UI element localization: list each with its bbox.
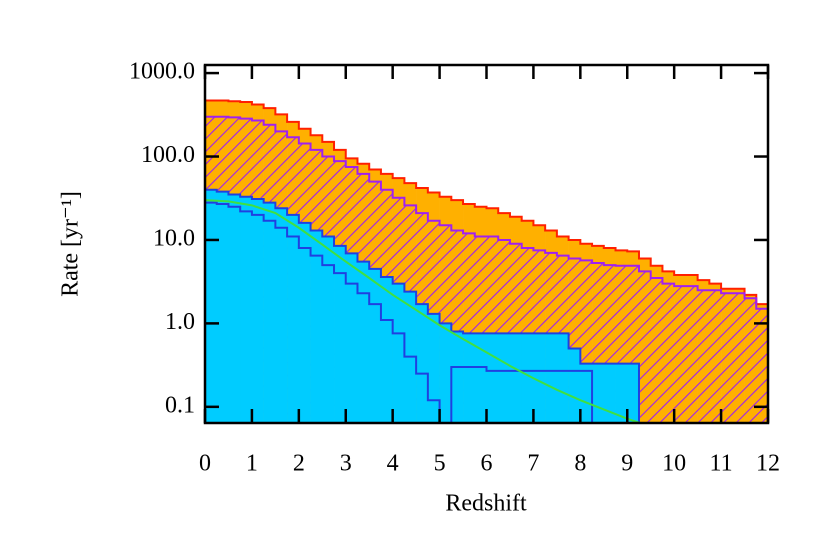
model-curve [205, 199, 644, 423]
x-tick-label: 12 [756, 451, 780, 477]
y-axis-label: Rate [yr⁻¹] [58, 191, 84, 297]
histogram-bar [709, 290, 722, 423]
x-tick-label: 11 [710, 451, 733, 477]
histogram-bar [298, 222, 311, 423]
histogram-bar [662, 283, 675, 423]
histogram-bar [334, 245, 347, 423]
histogram-bar [228, 194, 241, 423]
x-tick-label: 0 [199, 451, 211, 477]
histogram-bar [650, 277, 663, 423]
histogram-bar [744, 298, 757, 423]
x-tick-label: 5 [434, 451, 446, 477]
histogram-bar [380, 276, 393, 423]
histogram-bar [439, 323, 452, 423]
histogram-bar [463, 333, 476, 423]
x-tick-label: 6 [481, 451, 493, 477]
histogram-bar [545, 333, 558, 423]
histogram-outline [205, 115, 768, 423]
histogram-bar [498, 333, 511, 423]
histogram-bar [580, 363, 593, 423]
histogram-bar [533, 333, 546, 423]
x-tick-label: 9 [621, 451, 633, 477]
histogram-bar [369, 268, 382, 423]
histogram-bar [216, 191, 229, 423]
histogram-outline [205, 201, 594, 423]
histogram-bar [416, 304, 429, 423]
y-tick-label: 1.0 [165, 309, 195, 335]
y-tick-label: 0.1 [165, 392, 195, 418]
plot-area [205, 99, 768, 423]
histogram-bar [451, 331, 464, 423]
histogram-bar [556, 333, 569, 423]
histogram-bar [474, 333, 487, 423]
histogram-bar [251, 198, 264, 423]
histogram-bar [638, 271, 652, 423]
x-axis-label: Redshift [445, 491, 527, 517]
histogram-bar [345, 253, 358, 423]
histogram-bar [592, 363, 605, 423]
histogram-bar [205, 189, 218, 423]
histogram-bar [697, 290, 710, 423]
histogram-bar [275, 208, 288, 423]
x-tick-label: 8 [574, 451, 586, 477]
histogram-bar [263, 202, 276, 423]
histogram-bar [627, 363, 640, 423]
histogram-bar [509, 333, 522, 423]
x-tick-label: 4 [387, 451, 399, 477]
x-tick-label: 2 [293, 451, 305, 477]
histogram-bar [732, 293, 745, 423]
histogram-bar [674, 286, 687, 423]
histogram-bar [240, 196, 253, 423]
histogram-bar [721, 293, 734, 423]
histogram-bar [287, 214, 300, 423]
x-tick-label: 7 [527, 451, 539, 477]
histogram-bar [357, 261, 370, 423]
y-tick-label: 1000.0 [129, 59, 195, 85]
histogram-bar [322, 236, 335, 423]
y-tick-label: 100.0 [141, 142, 195, 168]
histogram-bar [756, 308, 768, 423]
histogram-bar [486, 333, 499, 423]
histogram-bar [310, 230, 323, 423]
histogram-outline [205, 99, 768, 423]
histogram-bar [392, 283, 405, 423]
histogram-bar [427, 313, 440, 423]
histogram-outline [205, 188, 640, 423]
histogram-bar [568, 348, 581, 423]
histogram-bar [521, 333, 534, 423]
y-tick-label: 10.0 [153, 225, 195, 251]
histogram-bar [685, 286, 698, 423]
histogram-bar [615, 363, 628, 423]
x-tick-label: 1 [246, 451, 258, 477]
x-tick-label: 10 [662, 451, 686, 477]
x-tick-label: 3 [340, 451, 352, 477]
histogram-bar [603, 363, 616, 423]
